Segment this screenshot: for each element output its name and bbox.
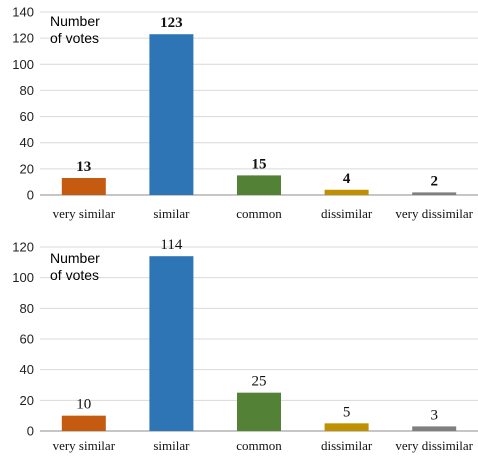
y-tick-label: 0 [27, 424, 34, 439]
bar [237, 392, 281, 431]
x-tick-label: dissimilar [321, 206, 373, 221]
x-tick-label: similar [153, 438, 190, 453]
data-label: 13 [76, 159, 91, 175]
data-label: 3 [430, 407, 438, 423]
data-label: 10 [76, 397, 91, 413]
y-tick-label: 0 [27, 188, 34, 203]
data-label: 2 [430, 173, 438, 189]
data-label: 4 [343, 171, 351, 187]
y-tick-label: 140 [12, 5, 34, 20]
x-tick-label: similar [153, 206, 190, 221]
y-tick-label: 60 [20, 332, 34, 347]
y-tick-label: 40 [20, 362, 34, 377]
y-tick-label: 20 [20, 393, 34, 408]
y-tick-label: 120 [12, 240, 34, 255]
y-tick-label: 80 [20, 83, 34, 98]
data-label: 25 [252, 374, 267, 390]
data-label: 123 [160, 15, 183, 31]
y-tick-label: 40 [20, 135, 34, 150]
x-tick-label: common [236, 438, 282, 453]
y-tick-label: 100 [12, 270, 34, 285]
bar [61, 415, 106, 431]
y-tick-label: 60 [20, 109, 34, 124]
bar [412, 426, 457, 431]
data-label: 114 [160, 237, 182, 253]
bar [324, 189, 369, 195]
y-axis-label: of votes [50, 30, 99, 46]
x-tick-label: very similar [53, 438, 116, 453]
x-tick-label: very similar [53, 206, 116, 221]
y-tick-label: 20 [20, 161, 34, 176]
y-tick-label: 80 [20, 301, 34, 316]
bar [324, 423, 369, 431]
bar [149, 34, 194, 195]
chart-top: 0 20 40 60 80 100 120 140 Number of votes 13 very s… [12, 5, 478, 221]
bar [237, 175, 281, 195]
x-tick-label: dissimilar [321, 438, 373, 453]
y-axis-label: Number [50, 13, 100, 29]
y-axis-label: Number [50, 250, 100, 266]
bar [412, 192, 457, 195]
y-axis-label: of votes [50, 267, 99, 283]
chart-bottom: 0 20 40 60 80 100 120 Number of votes 10 very simi… [0, 236, 478, 457]
x-tick-label: very dissimilar [395, 438, 473, 453]
x-tick-label: common [236, 206, 282, 221]
y-tick-label: 100 [12, 57, 34, 72]
y-tick-label: 120 [12, 31, 34, 46]
bar [149, 256, 194, 431]
data-label: 5 [343, 404, 351, 420]
x-tick-label: very dissimilar [395, 206, 473, 221]
bar [61, 178, 106, 195]
data-label: 15 [252, 156, 267, 172]
